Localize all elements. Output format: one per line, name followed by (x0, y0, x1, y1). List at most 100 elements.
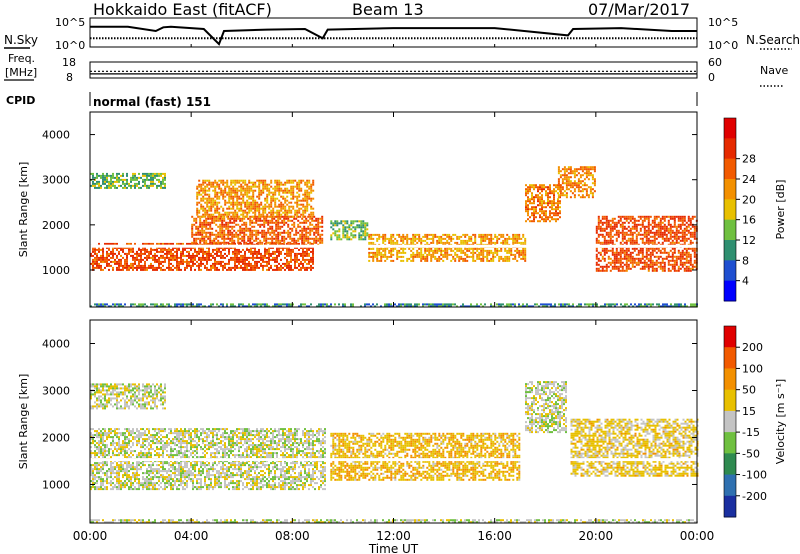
power-cell (531, 202, 533, 205)
power-cell (240, 209, 243, 212)
power-cell (198, 256, 200, 259)
power-cell (184, 246, 186, 249)
power-cell (253, 217, 256, 220)
power-cell (390, 255, 393, 258)
power-cell (275, 235, 278, 238)
power-cell (436, 251, 439, 254)
power-cell (191, 233, 194, 236)
power-cell (164, 260, 166, 263)
power-cell (268, 193, 271, 196)
power-cell (264, 215, 267, 218)
power-cell (112, 176, 114, 179)
power-cell (270, 215, 273, 218)
power-cell (635, 247, 638, 250)
power-cell (168, 248, 170, 251)
power-cell (476, 305, 478, 308)
power-cell (258, 183, 261, 186)
power-cell (301, 221, 304, 224)
power-cell (194, 254, 196, 257)
power-cell (192, 254, 194, 257)
power-cell (247, 217, 250, 220)
power-cell (304, 211, 307, 214)
power-cell (265, 221, 268, 224)
power-cell (204, 211, 207, 214)
power-cell (238, 207, 241, 210)
power-cell (452, 233, 455, 236)
power-cell (531, 220, 533, 223)
power-cell (305, 235, 308, 238)
power-cell (595, 227, 598, 230)
power-cell (673, 217, 676, 220)
power-cell (178, 260, 180, 263)
power-cell (656, 303, 658, 306)
power-cell (611, 217, 614, 220)
power-cell (206, 201, 209, 204)
power-cell (537, 190, 539, 193)
power-cell (262, 303, 264, 306)
power-cell (450, 305, 452, 308)
power-cell (518, 255, 521, 258)
power-cell (296, 181, 299, 184)
power-cell (310, 250, 312, 253)
power-cell (277, 241, 280, 244)
power-cell (270, 209, 273, 212)
power-cell (464, 259, 467, 262)
power-cell (140, 260, 142, 263)
power-cell (146, 256, 148, 259)
power-cell (673, 269, 676, 272)
power-cell (228, 187, 231, 190)
power-cell (244, 256, 246, 259)
power-cell (533, 214, 535, 217)
power-cell (258, 197, 261, 200)
power-cell (234, 264, 236, 267)
power-cell (370, 233, 373, 236)
power-cell (278, 268, 280, 271)
power-cell (280, 183, 283, 186)
power-cell (651, 269, 654, 272)
power-cell (689, 233, 692, 236)
power-cell (404, 237, 407, 240)
power-cell (420, 255, 423, 258)
power-cell (224, 252, 226, 255)
power-cell (490, 237, 493, 240)
power-cell (454, 259, 457, 262)
power-cell (218, 248, 220, 251)
power-cell (192, 260, 194, 263)
power-cell (243, 229, 246, 232)
power-cell (603, 259, 606, 262)
power-cell (280, 305, 282, 308)
power-cell (210, 264, 212, 267)
power-cell (621, 269, 624, 272)
power-cell (280, 187, 283, 190)
power-cell (322, 303, 324, 306)
power-cell (404, 247, 407, 250)
power-cell (290, 258, 292, 261)
power-cell (289, 219, 292, 222)
power-cell (635, 235, 638, 238)
power-cell (396, 233, 399, 236)
power-cell (603, 217, 606, 220)
power-cell (545, 214, 547, 217)
power-cell (180, 268, 182, 271)
power-cell (94, 176, 96, 179)
power-cell (364, 226, 367, 229)
power-cell (118, 178, 120, 181)
power-cell (514, 255, 517, 258)
power-cell (649, 257, 652, 260)
power-cell (214, 211, 217, 214)
power-cell (553, 204, 555, 207)
power-cell (543, 218, 545, 221)
power-cell (223, 241, 226, 244)
power-cell (524, 241, 527, 244)
power-cell (190, 246, 192, 249)
power-cell (290, 205, 293, 208)
power-cell (274, 199, 277, 202)
power-cell (196, 201, 199, 204)
power-cell (636, 305, 638, 308)
power-cell (156, 254, 158, 257)
power-cell (256, 266, 258, 269)
power-cell (270, 254, 272, 257)
power-cell (590, 303, 592, 306)
power-cell (292, 193, 295, 196)
power-cell (378, 259, 381, 262)
